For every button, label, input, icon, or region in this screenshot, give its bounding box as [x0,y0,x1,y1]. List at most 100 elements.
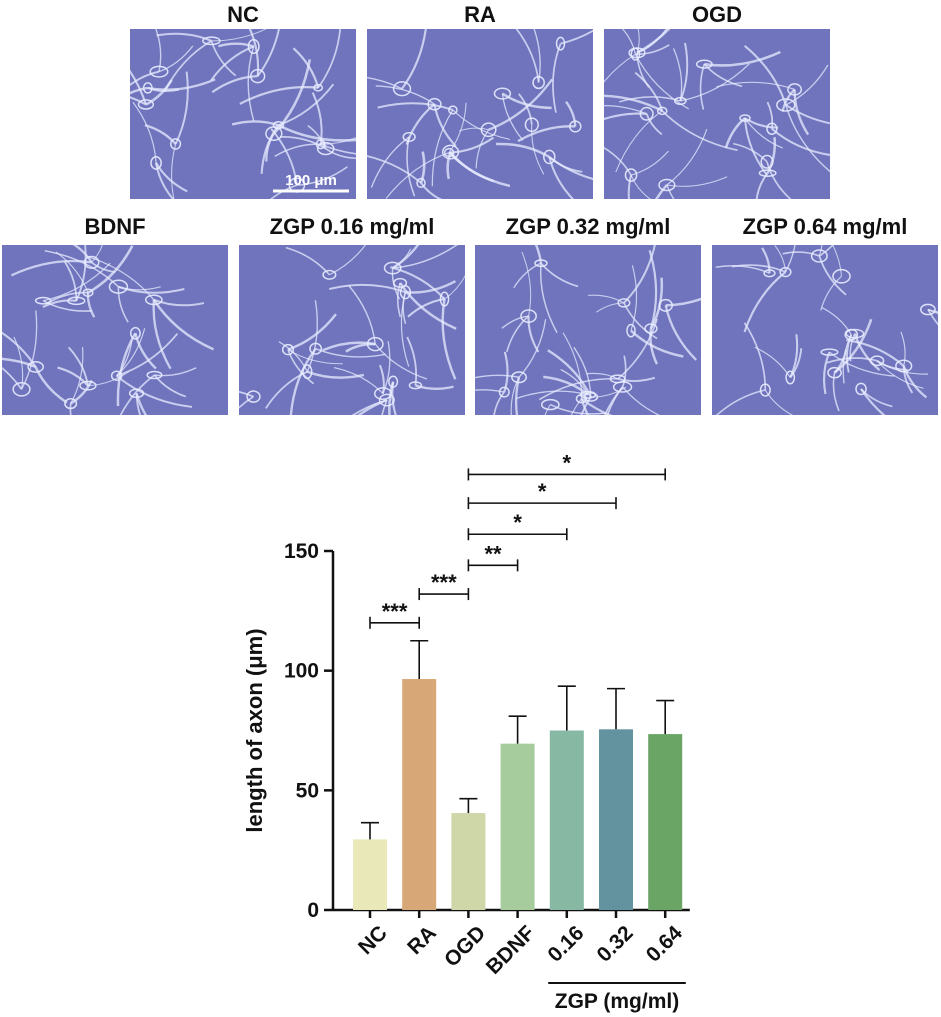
neurite [560,29,593,45]
neurite [475,129,490,169]
cell-body [144,294,163,306]
neurite [382,341,391,394]
neurite [441,298,457,380]
cell-body [626,323,636,338]
neurite [764,389,794,415]
neurite [401,29,427,90]
neurite [615,110,663,173]
cell-body [766,122,778,135]
neurite [34,366,68,404]
bar-bdnf [500,743,535,910]
neurite [832,372,840,412]
neurite [420,182,443,199]
neurite [621,355,627,388]
significance-bracket: * [467,450,667,481]
cell-body [820,348,839,356]
panel-label-ogd: OGD [691,2,743,27]
neurite [604,146,632,176]
neurite [367,155,422,184]
neurite [130,70,160,87]
y-tick-label: 150 [284,540,319,563]
neurite [287,349,343,365]
neurite [635,44,670,55]
neurite [210,45,255,81]
neurite [604,94,663,112]
cell-body [855,382,867,396]
cell-body [281,343,295,356]
cell-body [630,47,641,61]
significance-label: * [563,450,572,475]
cell-body [760,154,774,169]
neurite [630,150,669,176]
cell-body [393,277,408,289]
x-tick-label-0.64: 0.64 [642,921,687,966]
cell-body [378,393,395,407]
neurite [20,310,38,390]
neurite [116,332,179,377]
neurite [666,176,728,187]
x-tick-label-0.16: 0.16 [543,921,588,966]
neurite [622,386,661,415]
neurite [155,29,162,72]
significance-label: * [538,479,547,504]
neurite [552,43,562,113]
neurite [406,136,416,197]
neurite [272,59,312,135]
neurite [900,331,906,367]
neurite [287,349,315,385]
neurite [544,404,551,415]
neurite [679,42,689,102]
cell-body [392,81,412,97]
neurite [548,156,575,199]
cell-body [302,364,313,380]
cell-body [779,266,792,278]
neurite [521,251,532,317]
cell-body [579,390,597,399]
panel-label-ra: RA [464,2,496,27]
neurite [405,103,436,145]
neurite [75,245,87,302]
panel-label-zgp-064: ZGP 0.64 mg/ml [742,214,908,239]
neurite [153,374,187,398]
neurite [570,398,582,415]
neurite [130,86,148,95]
neurite [565,100,577,127]
neurite [793,89,810,136]
cell-body [142,82,153,94]
cell-body [827,366,842,379]
neurite [130,96,147,106]
neurite [458,127,489,132]
neurite [518,93,533,125]
neurite [91,245,103,263]
neurite [385,151,451,199]
neurite [2,331,37,368]
cell-body [272,121,285,130]
significance-label: *** [431,570,457,595]
neurite [431,109,454,187]
neurite [419,151,426,184]
neurite [860,388,886,415]
cell-body [249,68,266,84]
cell-body [624,168,638,183]
x-tick-label-0.32: 0.32 [593,921,638,966]
neurite [539,263,558,334]
neurite [2,357,37,369]
neurite [400,292,410,367]
cell-body [787,83,803,96]
panel-label-nc: NC [227,2,259,27]
neurite [155,162,175,199]
cell-body [366,336,384,352]
neurite [538,377,618,401]
y-tick-label: 0 [307,899,319,922]
neurite [774,245,787,273]
y-axis-title: length of axon (μm) [242,628,267,832]
cell-body [810,249,828,263]
neurite [782,251,820,257]
cell-body [202,36,221,46]
neurite [704,50,781,67]
neurite [10,259,92,277]
x-tick-label-bdnf: BDNF [482,921,540,979]
neurite [495,142,550,158]
neurite [375,85,435,105]
neurite [503,351,509,393]
